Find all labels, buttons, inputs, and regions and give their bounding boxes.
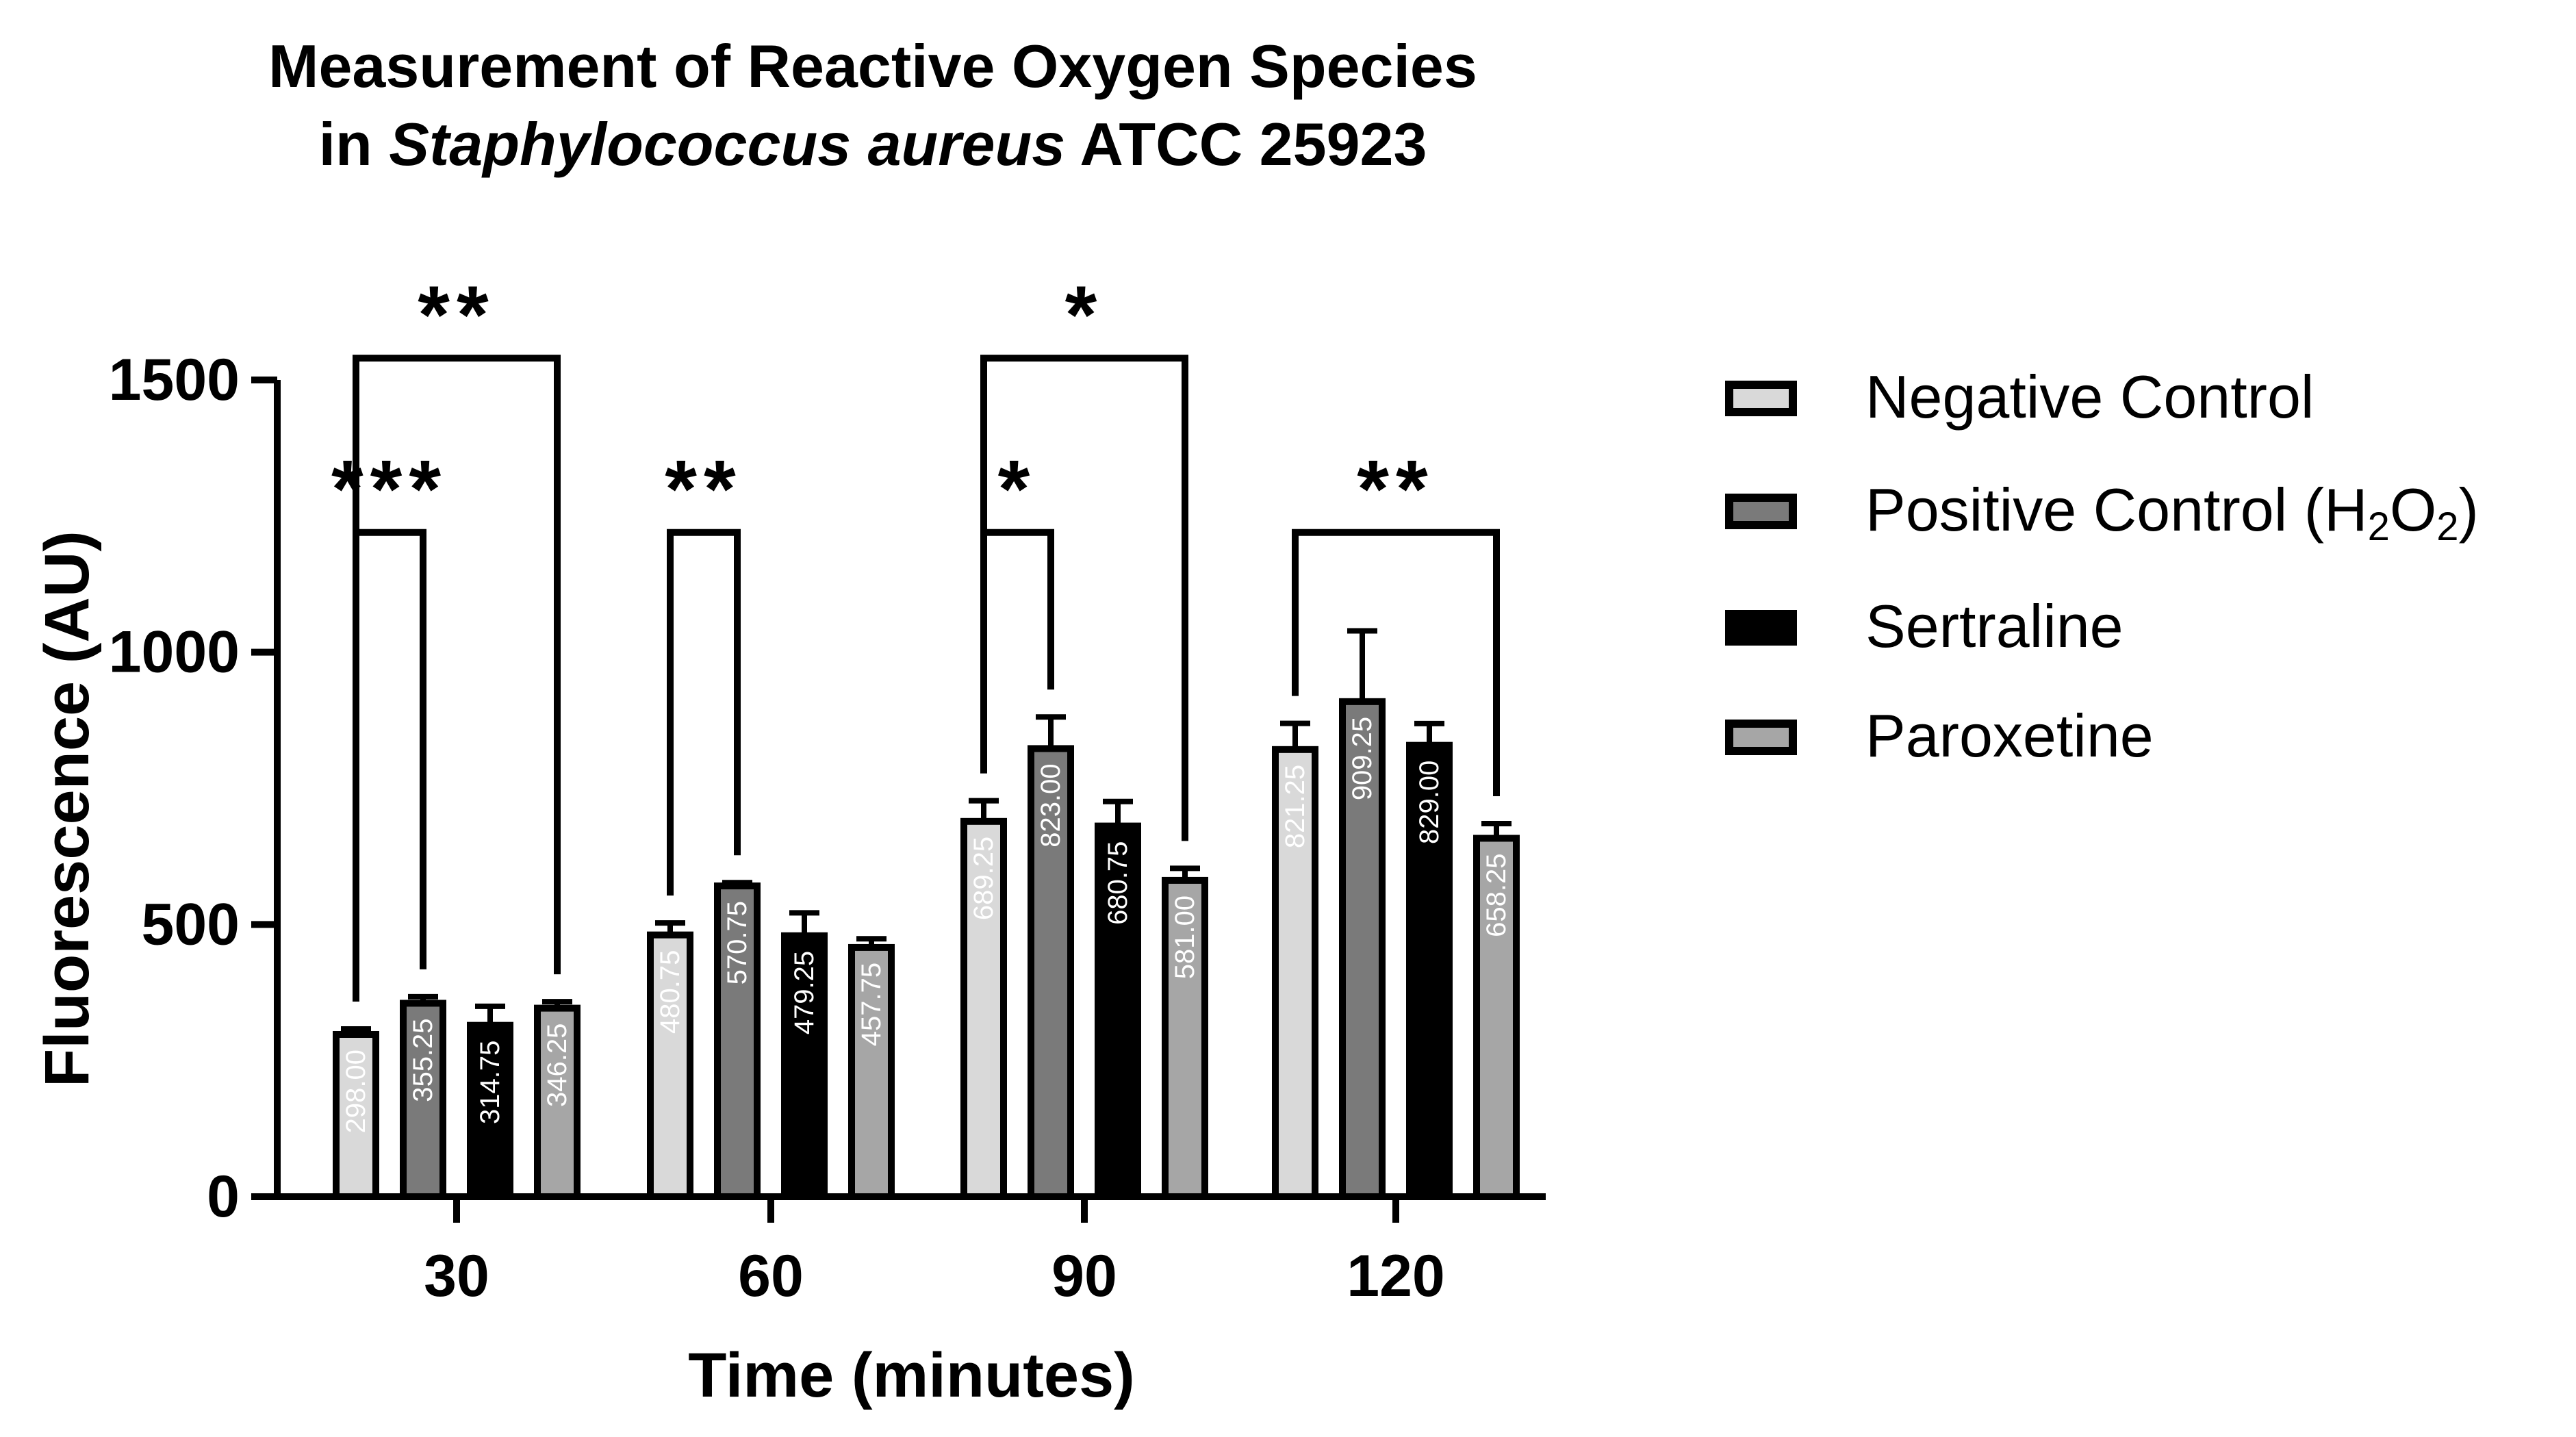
value-label-paroxetine-90: 581.00: [1170, 895, 1200, 979]
significance-label-3: *: [998, 444, 1037, 535]
x-tick-label-120: 120: [1347, 1243, 1445, 1309]
legend-label-paroxetine: Paroxetine: [1865, 702, 2154, 770]
significance-label-1: **: [418, 269, 495, 361]
significance-layer: ******* ****: [331, 269, 1500, 1002]
significance-bracket-5: [1292, 529, 1500, 796]
title-prefix: in: [318, 110, 372, 178]
value-label-negative-control-120: 821.25: [1280, 765, 1310, 848]
significance-label-4: *: [1065, 269, 1104, 361]
legend-swatch-positive-control: [1725, 494, 1797, 529]
legend-swatch-paroxetine: [1725, 720, 1797, 755]
bar-positive-control-h2o2-90: [1028, 745, 1074, 1200]
significance-bracket-4: [980, 355, 1188, 841]
x-tick-label-90: 90: [1051, 1243, 1117, 1309]
legend-label-negative-control: Negative Control: [1865, 363, 2314, 431]
value-label-negative-control-30: 298.00: [341, 1050, 371, 1133]
value-label-positive-control-h2o2-120: 909.25: [1347, 717, 1377, 800]
value-label-paroxetine-120: 658.25: [1481, 853, 1512, 937]
significance-bracket-2: [667, 529, 741, 896]
legend-label-positive-sub1: 2: [2367, 505, 2390, 549]
legend-label-positive-control: Positive Control (H2O2): [1865, 476, 2479, 561]
chart-title: Measurement of Reactive Oxygen Species i…: [0, 27, 1746, 183]
y-tick-label-1500: 1500: [109, 347, 240, 413]
value-label-negative-control-90: 689.25: [969, 837, 999, 920]
significance-bracket-3: [980, 529, 1054, 774]
legend-label-sertraline: Sertraline: [1865, 592, 2124, 660]
title-strain: ATCC 25923: [1080, 110, 1427, 178]
x-axis-label: Time (minutes): [688, 1340, 1135, 1410]
value-label-paroxetine-30: 346.25: [542, 1023, 572, 1107]
significance-label-0: ***: [331, 444, 448, 535]
y-tick-label-1000: 1000: [109, 620, 240, 685]
x-tick-label-60: 60: [738, 1243, 804, 1309]
significance-bracket-0: [353, 529, 426, 1002]
chart-title-line2: in Staphylococcus aureus ATCC 25923: [0, 105, 1746, 183]
significance-label-2: **: [665, 444, 742, 535]
significance-label-5: **: [1357, 444, 1434, 535]
value-label-sertraline-90: 680.75: [1103, 841, 1133, 925]
value-label-sertraline-120: 829.00: [1414, 761, 1444, 844]
error-bars-layer: [341, 628, 1512, 1034]
title-organism: Staphylococcus aureus: [389, 110, 1066, 178]
value-labels-layer: 298.00 480.75 689.25 821.25 355.25 570.75 823.…: [341, 717, 1512, 1133]
legend-label-positive-main: Positive Control (H: [1865, 476, 2368, 544]
axes-layer: 0 500 1000 1500 30 60 90 120 Time (minutes) Fluor…: [32, 347, 1546, 1410]
value-label-positive-control-h2o2-60: 570.75: [722, 901, 752, 984]
y-tick-label-500: 500: [142, 891, 240, 957]
significance-bracket-1: [353, 355, 561, 1002]
x-tick-label-30: 30: [424, 1243, 489, 1309]
legend-label-positive-mid: O: [2389, 476, 2437, 544]
value-label-positive-control-h2o2-30: 355.25: [408, 1018, 438, 1102]
y-axis-label: Fluorescence (AU): [32, 531, 102, 1087]
legend-label-positive-tail: ): [2458, 476, 2479, 544]
legend-label-positive-sub2: 2: [2436, 505, 2459, 549]
bars-layer: [333, 698, 1520, 1201]
bar-sertraline-60: [781, 932, 828, 1201]
value-label-positive-control-h2o2-90: 823.00: [1036, 763, 1066, 847]
y-tick-label-0: 0: [207, 1164, 240, 1230]
value-label-sertraline-30: 314.75: [475, 1041, 505, 1124]
legend-swatch-sertraline: [1725, 610, 1797, 646]
value-label-sertraline-60: 479.25: [789, 951, 819, 1034]
value-label-paroxetine-60: 457.75: [856, 963, 887, 1046]
legend-swatch-negative-control: [1725, 381, 1797, 416]
value-label-negative-control-60: 480.75: [655, 950, 685, 1034]
chart-title-line1: Measurement of Reactive Oxygen Species: [268, 32, 1477, 100]
